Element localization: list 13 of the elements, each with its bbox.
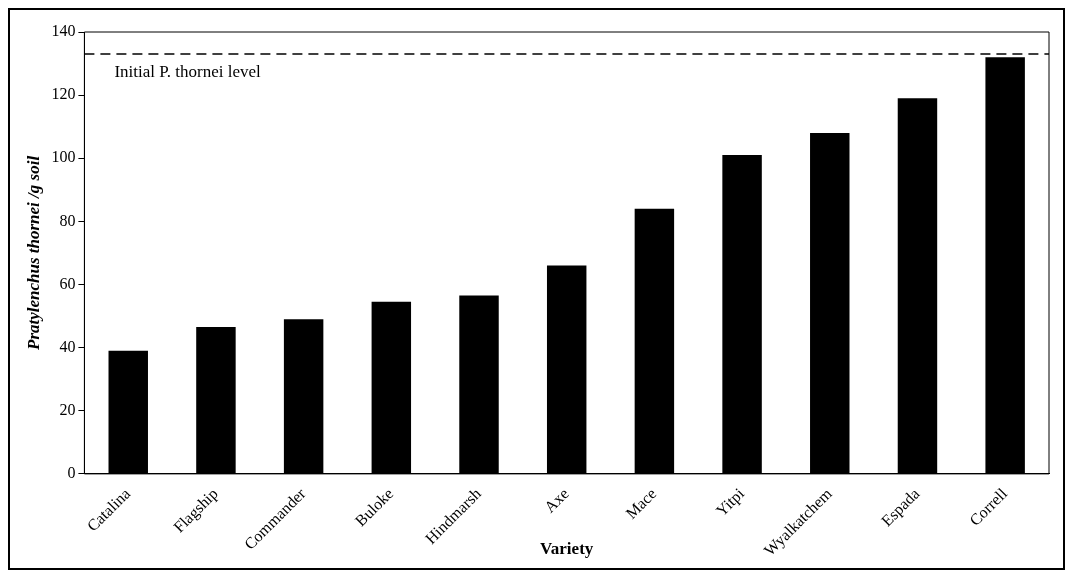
x-axis-title: Variety (540, 539, 594, 559)
y-tick-label: 120 (51, 85, 76, 103)
y-tick-label: 80 (59, 211, 76, 229)
y-tick-label: 20 (59, 400, 76, 418)
x-tick-label: Yitpi (712, 484, 749, 521)
y-tick-label: 0 (67, 464, 76, 482)
y-tick-label: 60 (59, 274, 76, 292)
y-tick-label: 40 (59, 337, 76, 355)
y-axis-title: Pratylenchus thornei /g soil (23, 155, 43, 351)
x-tick-label: Axe (540, 484, 572, 516)
y-tick-label: 100 (51, 148, 76, 166)
y-tick-label: 140 (51, 22, 76, 40)
ref-line-label: Initial P. thornei level (114, 62, 262, 82)
